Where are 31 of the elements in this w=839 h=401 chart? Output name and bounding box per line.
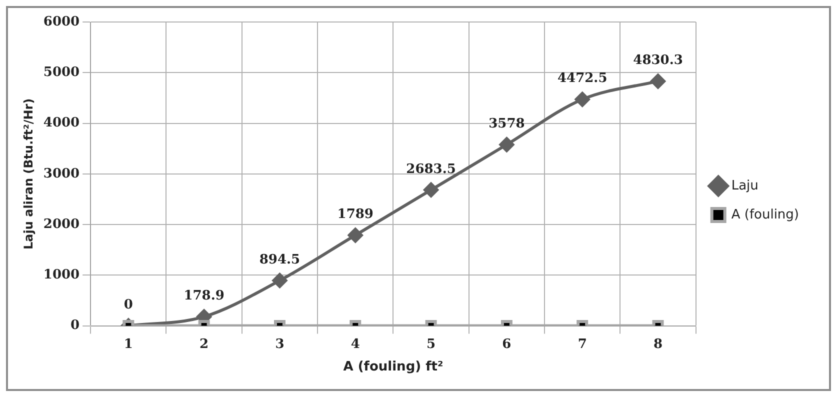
data-label: 2683.5 — [406, 162, 456, 177]
data-label: 3578 — [488, 116, 525, 132]
y-tick-label: 2000 — [43, 216, 80, 232]
y-tick-label: 6000 — [43, 14, 80, 30]
y-tick-label: 5000 — [43, 65, 80, 80]
point — [424, 182, 439, 198]
x-tick-label: 4 — [350, 336, 360, 352]
legend-label: A (fouling) — [731, 207, 800, 222]
x-tick-label: 3 — [275, 336, 284, 352]
data-label: 894.5 — [259, 252, 300, 268]
point — [650, 74, 666, 89]
x-tick-label: 7 — [578, 336, 587, 352]
x-tick-label: 1 — [124, 336, 133, 352]
legend-label: Laju — [731, 178, 758, 194]
y-tick-label: 4000 — [43, 116, 80, 131]
point — [574, 92, 590, 107]
y-tick-label: 0 — [70, 318, 80, 334]
data-label: 178.9 — [184, 288, 224, 304]
x-tick-label: 8 — [653, 336, 663, 352]
x-axis-title: A (fouling) ft² — [343, 360, 444, 375]
y-axis-title: Laju aliran (Btu.ft²/Hr) — [21, 98, 36, 250]
y-tick-label: 3000 — [43, 166, 80, 182]
data-label: 4472.5 — [557, 71, 608, 86]
data-label: 1789 — [337, 207, 374, 222]
x-tick-label: 5 — [426, 336, 436, 352]
x-tick-label: 6 — [502, 336, 512, 352]
y-tick-label: 1000 — [43, 268, 80, 283]
data-label: 4830.3 — [633, 53, 683, 68]
x-tick-label: 2 — [200, 336, 209, 352]
point — [499, 137, 514, 152]
data-label: 0 — [124, 298, 133, 313]
